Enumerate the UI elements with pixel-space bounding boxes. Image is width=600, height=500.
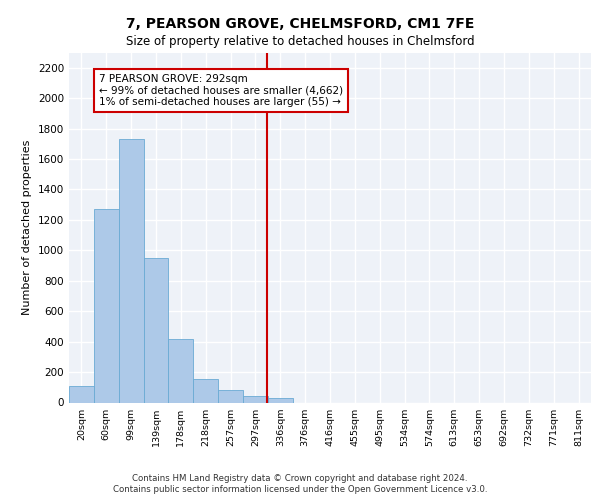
Bar [69, 386, 94, 402]
Bar [143, 258, 169, 402]
Bar [94, 209, 119, 402]
Bar [169, 340, 193, 402]
Bar [119, 139, 143, 402]
Bar [243, 396, 268, 402]
Text: 7 PEARSON GROVE: 292sqm
← 99% of detached houses are smaller (4,662)
1% of semi-: 7 PEARSON GROVE: 292sqm ← 99% of detache… [99, 74, 343, 107]
Bar [268, 398, 293, 402]
Bar [218, 390, 243, 402]
Bar [193, 379, 218, 402]
Text: Size of property relative to detached houses in Chelmsford: Size of property relative to detached ho… [125, 35, 475, 48]
Y-axis label: Number of detached properties: Number of detached properties [22, 140, 32, 315]
Text: Contains HM Land Registry data © Crown copyright and database right 2024.
Contai: Contains HM Land Registry data © Crown c… [113, 474, 487, 494]
Text: 7, PEARSON GROVE, CHELMSFORD, CM1 7FE: 7, PEARSON GROVE, CHELMSFORD, CM1 7FE [126, 18, 474, 32]
